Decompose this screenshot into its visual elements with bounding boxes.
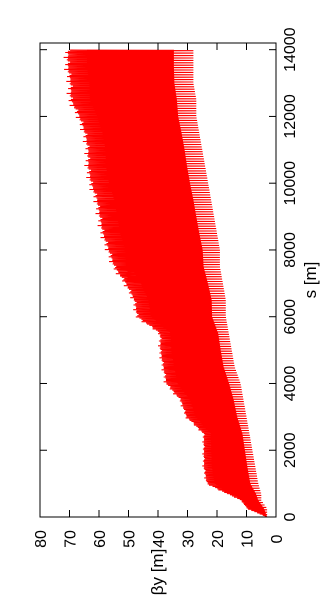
x-tick-label: 0: [282, 512, 299, 521]
x-tick-label: 4000: [282, 366, 299, 402]
tick-labels: 0 2000 4000 6000 8000 10000 12000 14000 0 10 20 30 4…: [33, 27, 299, 548]
y-tick-label: 30: [181, 530, 198, 548]
x-tick-label: 12000: [282, 94, 299, 139]
x-tick-label: 2000: [282, 432, 299, 468]
y-tick-label: 50: [122, 530, 139, 548]
x-tick-label: 10000: [282, 161, 299, 206]
axis-ticks: [39, 43, 277, 518]
y-axis-label: βy [m]: [148, 549, 167, 596]
y-tick-label: 40: [151, 530, 168, 548]
x-tick-label: 14000: [282, 27, 299, 72]
plot-area: [63, 49, 268, 518]
y-tick-label: 80: [33, 530, 50, 548]
y-tick-label: 0: [269, 534, 286, 543]
x-tick-label: 8000: [282, 232, 299, 268]
beta-series-band: [87, 49, 268, 517]
y-tick-label: 70: [63, 530, 80, 548]
x-axis-label: s [m]: [301, 262, 320, 299]
y-tick-label: 10: [240, 530, 257, 548]
x-tick-label: 6000: [282, 299, 299, 335]
y-tick-label: 60: [92, 530, 109, 548]
y-tick-label: 20: [210, 530, 227, 548]
